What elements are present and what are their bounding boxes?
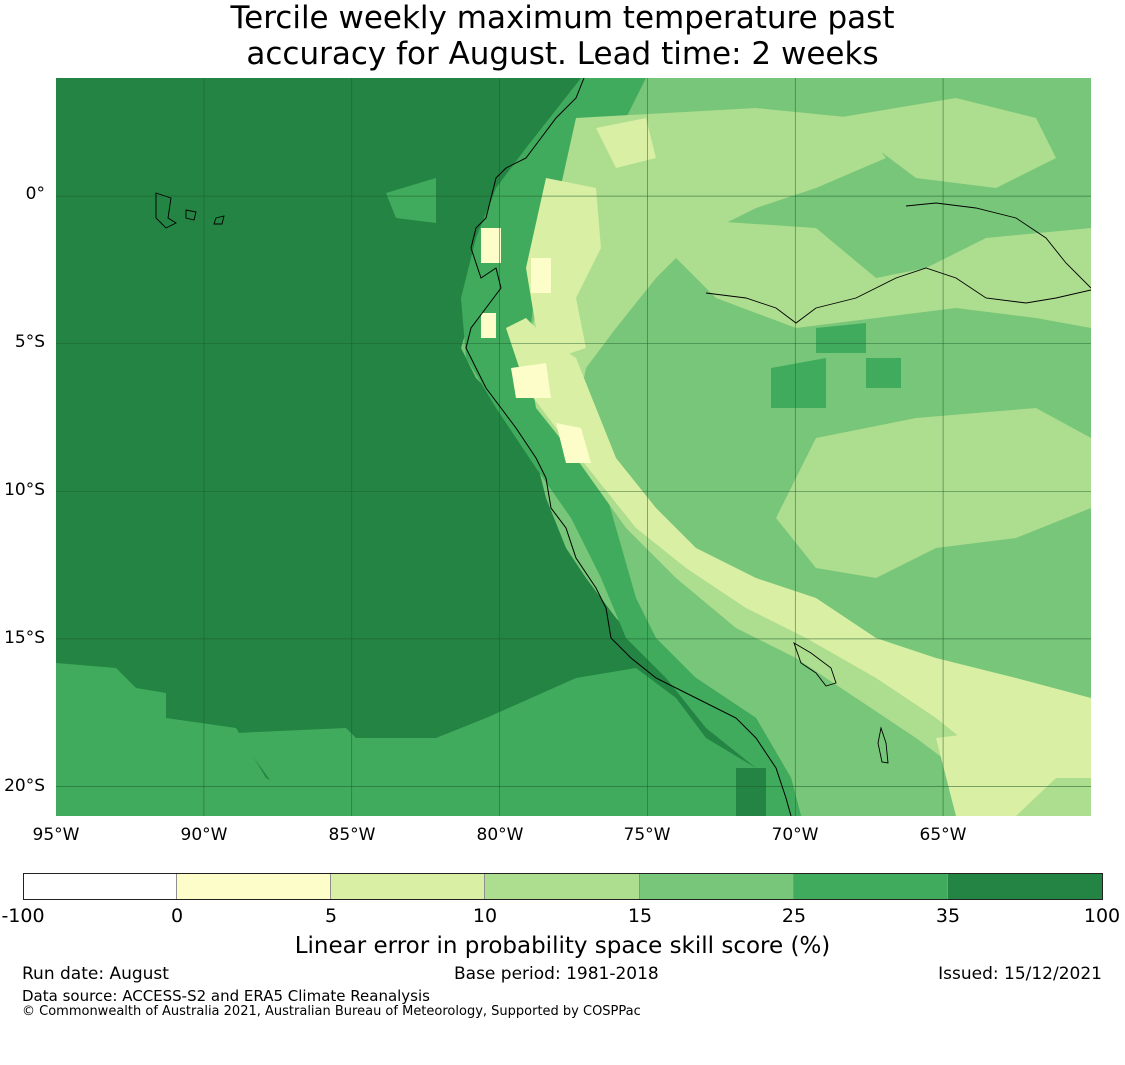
graticule [56, 78, 1091, 816]
map-title: Tercile weekly maximum temperature past … [0, 0, 1125, 72]
lon-tick-85w: 85°W [328, 825, 376, 845]
colorbar-label-4: 10 [472, 905, 498, 927]
lon-tick-70w: 70°W [771, 825, 819, 845]
lon-tick-90w: 90°W [180, 825, 228, 845]
colorbar-box-4 [485, 873, 640, 900]
colorbar-box-1 [23, 873, 177, 900]
colorbar-box-3 [331, 873, 485, 900]
land-low-patch-south [936, 728, 1056, 816]
lake-titicaca [793, 641, 837, 687]
title-line-1: Tercile weekly maximum temperature past [230, 0, 895, 36]
colorbar-box-7 [948, 873, 1103, 900]
ocean-patch-north [386, 178, 436, 223]
land-belt-low [506, 318, 1091, 778]
lat-tick-0: 0° [25, 184, 45, 204]
colorbar-label-6: 25 [781, 905, 807, 927]
lat-tick-10s: 10°S [4, 480, 45, 500]
colorbar-label-1: -100 [1, 905, 45, 927]
colorbar-label-5: 15 [627, 905, 653, 927]
river-north [905, 202, 1091, 289]
land-band-amazon [666, 218, 1091, 328]
colorbar [23, 873, 1103, 900]
issued-date: Issued: 15/12/2021 [938, 964, 1102, 984]
land-verylow-spot-4 [556, 423, 591, 463]
ocean-band-south [236, 668, 776, 816]
galapagos-island-east [213, 215, 225, 225]
colorbar-box-6 [794, 873, 948, 900]
land-low-patch-2 [526, 178, 601, 358]
base-period: Base period: 1981-2018 [454, 964, 659, 984]
land-dark-patch [736, 768, 766, 816]
map-canvas [56, 78, 1091, 816]
colorbar-box-2 [177, 873, 331, 900]
lon-tick-65w: 65°W [919, 825, 967, 845]
lon-tick-80w: 80°W [476, 825, 524, 845]
colorbar-label-3: 5 [324, 905, 338, 927]
data-source: Data source: ACCESS-S2 and ERA5 Climate … [22, 987, 430, 1005]
land-patch-northeast [836, 98, 1056, 188]
skill-score-map [56, 78, 1091, 816]
land-patch-central [776, 408, 1091, 578]
colorbar-label-8: 100 [1083, 905, 1121, 927]
land-low-patch-1 [596, 118, 656, 168]
copyright-notice: © Commonwealth of Australia 2021, Austra… [22, 1004, 641, 1019]
land-high-patch-3 [866, 358, 901, 388]
galapagos-island-small [185, 209, 197, 221]
ocean-band-southwest [56, 663, 301, 816]
galapagos-islands [155, 192, 177, 229]
lat-tick-5s: 5°S [14, 332, 45, 352]
lon-tick-95w: 95°W [32, 825, 80, 845]
colorbar-title: Linear error in probability space skill … [294, 933, 831, 959]
lon-tick-75w: 75°W [623, 825, 671, 845]
lat-tick-20s: 20°S [4, 776, 45, 796]
lake-poopo [877, 726, 889, 764]
colorbar-box-5 [640, 873, 794, 900]
colorbar-label-7: 35 [935, 905, 961, 927]
land-high-patch-1 [771, 358, 826, 408]
run-date: Run date: August [22, 964, 169, 984]
land-verylow-spot-5 [481, 313, 496, 338]
coastline [465, 78, 792, 816]
river-amazon [705, 267, 1091, 324]
land-verylow-spot-1 [481, 228, 501, 263]
land-high-patch-2 [816, 323, 866, 353]
colorbar-label-2: 0 [170, 905, 184, 927]
land-verylow-spot-3 [511, 363, 551, 398]
title-line-2: accuracy for August. Lead time: 2 weeks [246, 36, 879, 72]
lat-tick-15s: 15°S [4, 628, 45, 648]
land-verylow-spot-2 [531, 258, 551, 293]
